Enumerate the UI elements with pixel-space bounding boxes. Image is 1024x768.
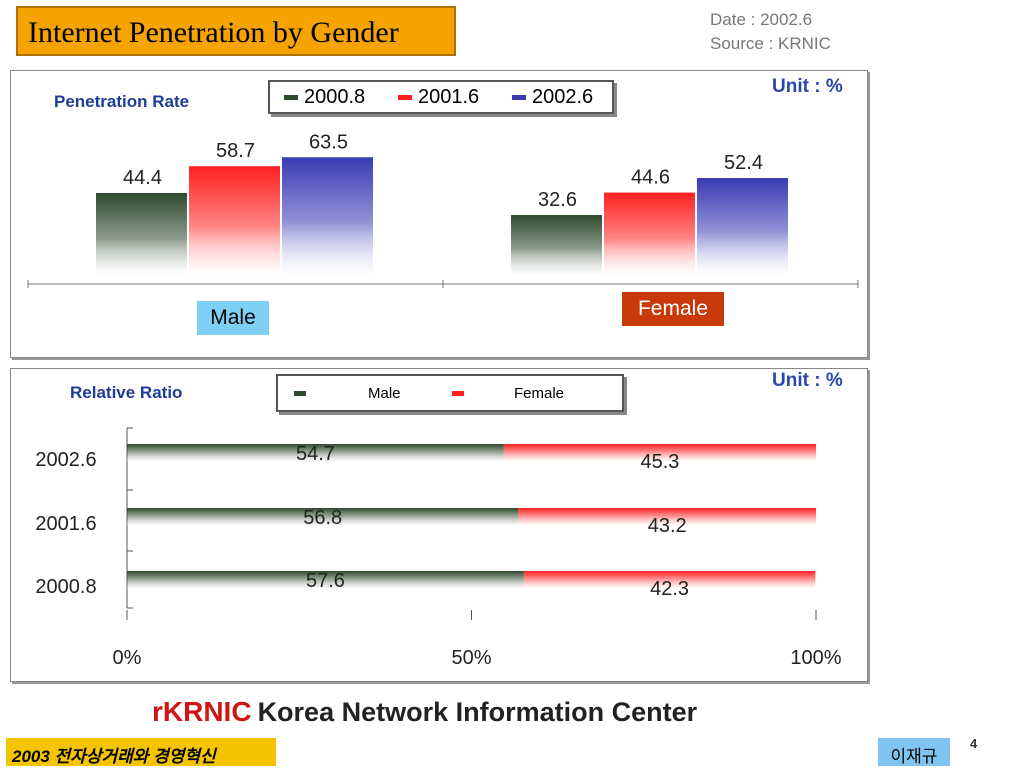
bar-female-2001-6 [604, 192, 695, 276]
legend-swatch [452, 390, 464, 396]
y-tick-label: 2002.6 [35, 449, 96, 471]
krnic-logo-mark: rKRNIC [152, 696, 252, 727]
bar-value-label: 54.7 [296, 443, 335, 465]
legend-item-2002-6: 2002.6 [512, 82, 593, 112]
krnic-logo: rKRNIC Korea Network Information Center [152, 696, 712, 732]
bar-male-2002-6 [127, 444, 504, 462]
bar-value-label: 44.4 [123, 167, 162, 189]
ratio-legend: Male Female [276, 374, 624, 412]
source-label: Source : KRNIC [710, 34, 831, 53]
bar-male-2000-8 [96, 192, 187, 276]
category-label-female: Female [622, 292, 724, 326]
x-tick-label: 100% [790, 647, 841, 669]
bar-female-2002-6 [697, 178, 788, 276]
legend-label: 2002.6 [532, 85, 594, 108]
legend-item-2001-6: 2001.6 [398, 82, 479, 112]
meta-info: Date : 2002.6 Source : KRNIC [710, 8, 831, 56]
y-tick-label: 2000.8 [35, 576, 96, 598]
category-label-male: Male [197, 301, 269, 335]
title-box: Internet Penetration by Gender [16, 6, 456, 56]
bar-male-2002-6 [282, 157, 373, 276]
penetration-unit: Unit : % [772, 76, 843, 97]
bar-value-label: 63.5 [309, 131, 348, 153]
bar-value-label: 57.6 [306, 570, 345, 592]
bar-value-label: 44.6 [631, 167, 670, 189]
author-label: 이재규 [890, 747, 938, 766]
legend-label: 2000.8 [304, 85, 366, 108]
ratio-title: Relative Ratio [70, 383, 183, 402]
legend-swatch [284, 94, 298, 100]
course-banner: 2003 전자상거래와 경영혁신 [6, 738, 276, 766]
bar-value-label: 42.3 [650, 578, 689, 600]
bar-male-2001-6 [127, 508, 519, 526]
bar-male-2001-6 [189, 166, 280, 276]
legend-label: 2001.6 [418, 85, 480, 108]
bar-value-label: 52.4 [724, 152, 763, 174]
legend-swatch [398, 94, 412, 100]
legend-label: Male [368, 384, 401, 402]
author-banner: 이재규 [878, 738, 950, 766]
bar-female-2002-6 [503, 444, 816, 462]
x-tick-label: 50% [451, 647, 491, 669]
bar-value-label: 32.6 [538, 189, 577, 211]
legend-item-male: Male [294, 376, 401, 410]
ratio-unit: Unit : % [772, 370, 843, 391]
bar-female-2001-6 [518, 508, 816, 526]
date-label: Date : 2002.6 [710, 10, 813, 29]
legend-swatch [294, 390, 306, 396]
bar-female-2000-8 [511, 215, 602, 276]
bar-value-label: 43.2 [648, 515, 687, 537]
legend-swatch [512, 94, 526, 100]
bar-value-label: 58.7 [216, 140, 255, 162]
org-name: Korea Network Information Center [257, 696, 698, 727]
penetration-legend: 2000.8 2001.6 2002.6 [268, 80, 614, 114]
bar-value-label: 56.8 [303, 507, 342, 529]
bar-male-2000-8 [127, 571, 524, 589]
y-tick-label: 2001.6 [35, 513, 96, 535]
legend-item-2000-8: 2000.8 [284, 82, 365, 112]
bar-female-2000-8 [523, 571, 816, 589]
course-label: 2003 전자상거래와 경영혁신 [12, 747, 216, 766]
page-title: Internet Penetration by Gender [28, 16, 399, 49]
bar-value-label: 45.3 [640, 451, 679, 473]
legend-label: Female [514, 384, 565, 402]
legend-item-female: Female [452, 376, 564, 410]
page-number: 4 [970, 736, 978, 751]
penetration-title: Penetration Rate [54, 92, 190, 111]
x-tick-label: 0% [113, 647, 142, 669]
